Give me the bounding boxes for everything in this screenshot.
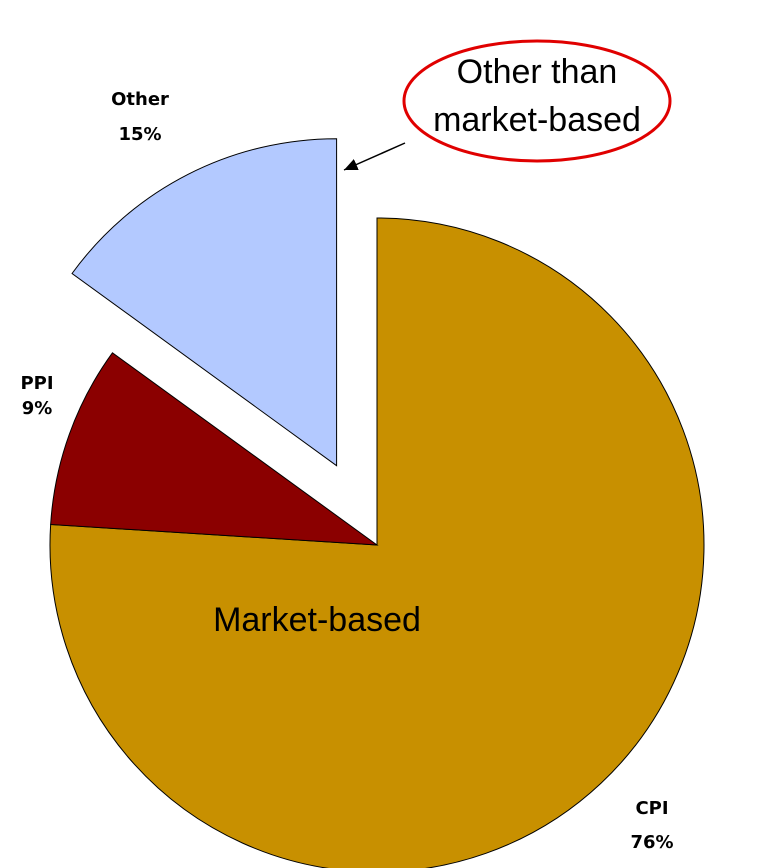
slice-label: CPI [635,798,668,819]
callout-arrow [343,142,406,171]
slice-label: PPI [20,373,53,394]
callout-ellipse [402,39,672,163]
slice-value-label: 76% [630,832,673,853]
pie-slice [49,217,705,868]
slice-label: Other [111,89,169,110]
slice-value-label: 15% [118,124,161,145]
pie-slice [50,352,379,546]
pie-slice [71,138,338,467]
pie [49,138,705,868]
callout-text: market-based [433,101,641,139]
annotation: Market-based [213,601,421,639]
slice-value-label: 9% [22,398,53,419]
callout-text: Other than [457,53,618,91]
